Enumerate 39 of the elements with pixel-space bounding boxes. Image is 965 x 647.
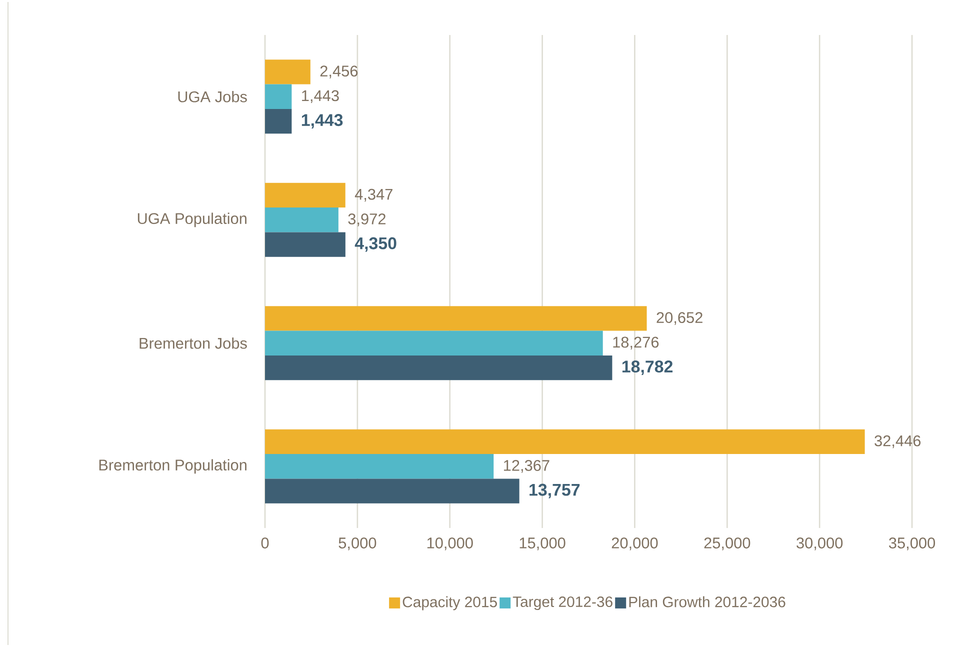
data-label: 32,446 <box>874 435 921 448</box>
bar <box>265 182 346 208</box>
x-tick-label: 30,000 <box>796 538 843 550</box>
y-tick-label: UGA Population <box>138 212 246 228</box>
data-label: 4,350 <box>354 237 396 252</box>
data-label: 4,347 <box>354 188 392 202</box>
data-label: 3,972 <box>348 214 386 226</box>
y-tick-label: Bremerton Jobs <box>140 337 247 349</box>
x-tick-label: 15,000 <box>520 538 566 550</box>
data-label: 18,276 <box>613 336 659 350</box>
bar <box>265 429 865 454</box>
x-tick-label: 20,000 <box>612 538 658 550</box>
bar <box>265 478 520 504</box>
x-tick-label: 35,000 <box>888 538 936 550</box>
legend-label: Target 2012-36 <box>512 596 612 610</box>
x-tick-label: 5,000 <box>338 538 376 550</box>
bar <box>265 454 494 479</box>
data-label: 20,652 <box>656 312 702 325</box>
bar <box>265 60 310 84</box>
bar <box>265 208 338 232</box>
data-label: 12,367 <box>504 460 550 473</box>
data-label: 1,443 <box>302 90 339 103</box>
bar <box>265 355 612 380</box>
bar <box>265 330 603 356</box>
legend-label: Plan Growth 2012-2036 <box>629 596 786 608</box>
data-label: 18,782 <box>622 360 673 376</box>
data-label: 2,456 <box>320 66 358 78</box>
y-tick-label: UGA Jobs <box>178 90 247 102</box>
bar <box>265 84 292 109</box>
y-tick-label: Bremerton Population <box>99 459 246 474</box>
x-tick-label: 25,000 <box>704 538 750 550</box>
legend-label: Capacity 2015 <box>402 596 497 610</box>
bar <box>265 108 292 134</box>
bar <box>265 232 346 257</box>
data-label: 1,443 <box>302 114 343 128</box>
data-label: 13,757 <box>530 484 580 498</box>
x-tick-label: 10,000 <box>427 538 473 550</box>
bar <box>265 306 647 331</box>
x-tick-label: 0 <box>261 538 269 548</box>
